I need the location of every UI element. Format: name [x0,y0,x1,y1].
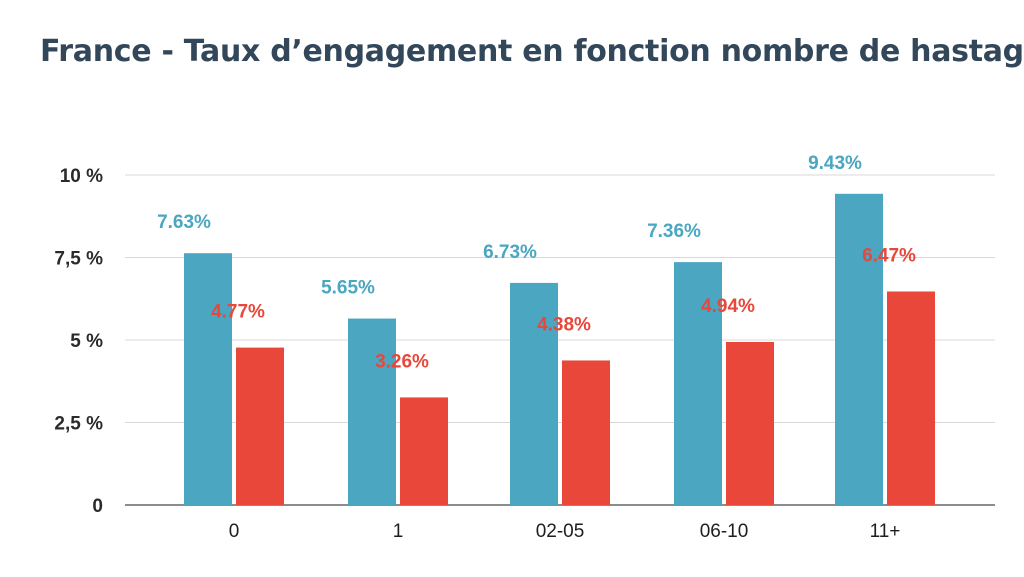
bar-series2-1 [400,397,448,505]
bar-series2-02-05 [562,360,610,505]
data-label-series1-11+: 9.43% [808,153,862,174]
x-axis-ticks: 0 1 02-05 06-10 11+ [229,521,901,542]
data-label-series2-0: 4.77% [211,302,265,323]
bar-series1-06-10 [674,262,722,505]
bar-series1-0 [184,253,232,505]
y-tick-label: 7,5 % [54,249,103,270]
x-tick-label: 0 [229,521,240,542]
data-labels: 7.63% 5.65% 6.73% 7.36% 9.43% 4.77% 3.26% 4.38%… [157,153,916,373]
x-tick-label: 1 [393,521,404,542]
data-label-series1-1: 5.65% [321,278,375,299]
y-axis-ticks: 0 2,5 % 5 % 7,5 % 10 % [54,166,103,517]
data-label-series2-06-10: 4.94% [701,296,755,317]
data-label-series2-11+: 6.47% [862,245,916,266]
bar-series1-02-05 [510,282,558,505]
data-label-series1-0: 7.63% [157,212,211,233]
x-tick-label: 06-10 [700,521,749,542]
y-tick-label: 0 [92,496,103,517]
data-label-series2-1: 3.26% [375,351,429,372]
x-tick-label: 02-05 [536,521,585,542]
data-label-series1-02-05: 6.73% [483,242,537,263]
bar-series2-11+ [887,291,935,505]
y-tick-label: 10 % [60,166,103,187]
data-label-series2-02-05: 4.38% [537,314,591,335]
bars [184,193,935,505]
x-tick-label: 11+ [870,521,901,542]
bar-series2-06-10 [726,341,774,505]
data-label-series1-06-10: 7.36% [647,221,701,242]
y-tick-label: 2,5 % [54,414,103,435]
bar-series1-1 [348,318,396,505]
y-tick-label: 5 % [70,331,103,352]
bar-series2-0 [236,347,284,505]
chart-title: France - Taux d’engagement en fonction n… [40,34,1024,69]
bar-series1-11+ [835,193,883,505]
